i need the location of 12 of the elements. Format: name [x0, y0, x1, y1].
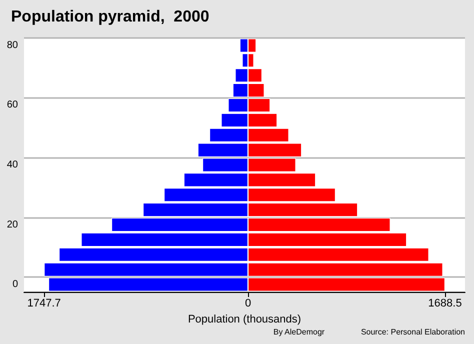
y-tick-label: 20: [6, 219, 18, 230]
x-tick-label: 1747.7: [27, 298, 61, 310]
x-tick-label: 1688.5: [428, 298, 462, 310]
y-tick-label: 80: [6, 40, 18, 51]
x-tick-label: 0: [244, 298, 252, 310]
chart-title: Population pyramid, 2000: [11, 8, 210, 26]
source-note: Source: Personal Elaboration: [360, 328, 465, 336]
x-axis-title: Population (thousands): [188, 313, 302, 326]
y-tick-label: 40: [6, 160, 18, 170]
y-tick-label: 60: [6, 100, 18, 111]
text: By AleDemogr: [273, 328, 325, 336]
y-tick-label: 0: [12, 279, 18, 290]
